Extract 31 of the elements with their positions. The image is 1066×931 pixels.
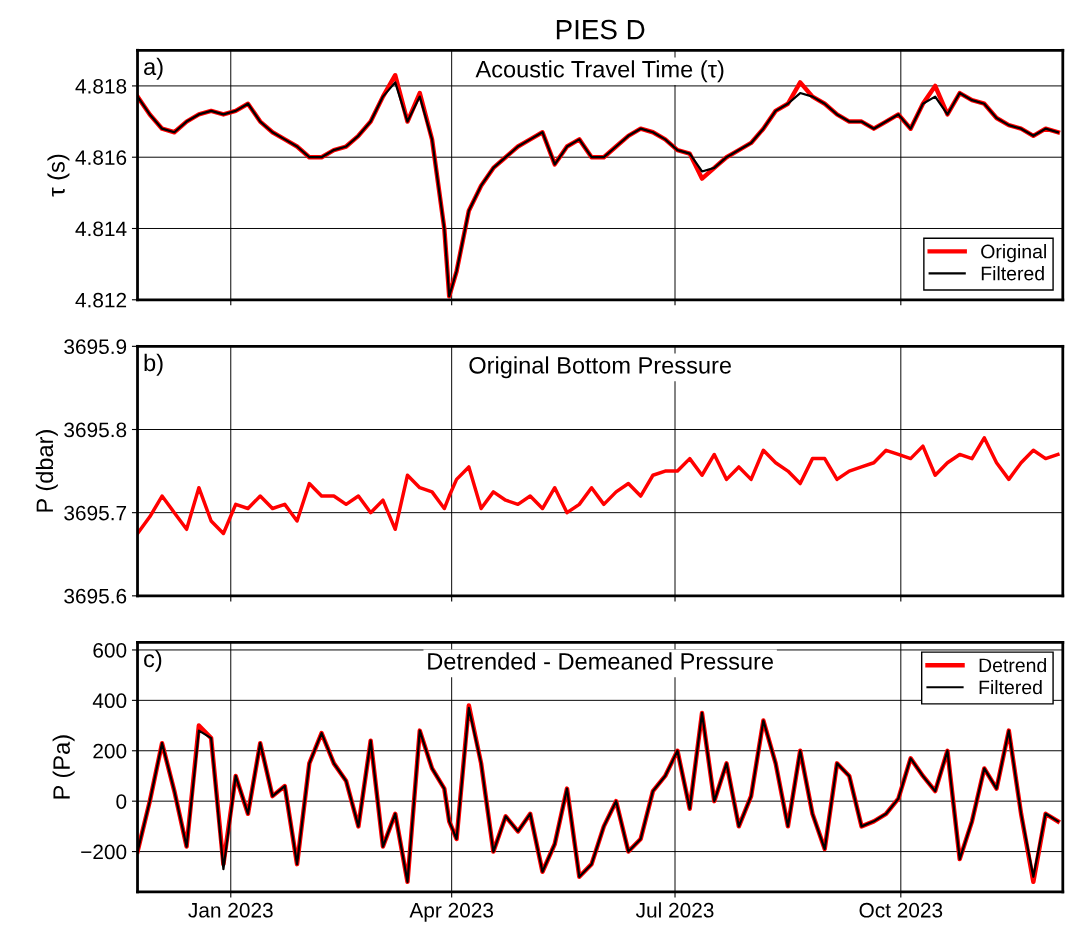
y-axis-title: P (dbar) (35, 430, 58, 512)
x-tick-label: Apr 2023 (409, 902, 494, 922)
y-tick-label: −200 (81, 844, 127, 860)
legend-label: Original (981, 244, 1046, 263)
x-tick-label: Oct 2023 (859, 902, 943, 918)
chart-subtitle: Detrended - Demeaned Pressure (428, 652, 774, 670)
y-tick-label: 4.812 (75, 292, 127, 308)
legend-label: Filtered (981, 266, 1044, 281)
y-tick-label: 400 (92, 693, 127, 709)
legend-label: Filtered (979, 679, 1042, 695)
legend-label: Detrend (979, 657, 1046, 673)
annotation: a) (144, 57, 163, 80)
y-tick-label: 4.816 (75, 150, 127, 165)
y-tick-label: 200 (93, 743, 127, 759)
y-tick-label: 0 (116, 794, 127, 809)
y-tick-label: 4.814 (75, 221, 127, 237)
y-tick-label: 3695.7 (64, 505, 127, 521)
y-axis-title: τ (s) (47, 154, 70, 197)
chart-subtitle: Original Bottom Pressure (469, 356, 731, 379)
x-tick-label: Jan 2023 (188, 902, 273, 918)
y-tick-label: 3695.9 (64, 339, 127, 355)
y-axis-title: P (Pa) (52, 735, 75, 799)
x-tick-label: Jul 2023 (635, 902, 714, 918)
chart-title: PIES D (556, 19, 645, 40)
chart-subtitle: Acoustic Travel Time (τ) (475, 60, 724, 83)
y-tick-label: 4.818 (75, 78, 127, 94)
y-tick-label: 600 (93, 642, 127, 658)
annotation: c) (144, 649, 162, 672)
y-tick-label: 3695.8 (64, 422, 127, 438)
y-tick-label: 3695.6 (64, 588, 127, 604)
annotation: b) (144, 353, 163, 376)
